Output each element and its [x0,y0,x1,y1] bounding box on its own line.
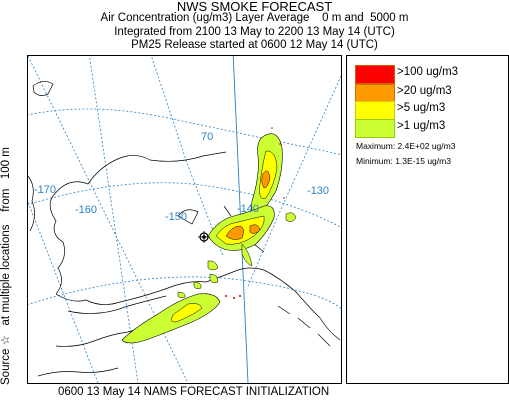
map-panel: 70 -170 -160 -150 -140 -130 [27,55,342,384]
map-title: NWS SMOKE FORECAST [176,0,333,14]
legend-panel: >100 ug/m3 >20 ug/m3 >5 ug/m3 >1 ug/m3 M… [346,55,509,384]
graticule-label-minus160: -160 [75,204,98,216]
subtitle-concentration: Air Concentration (ug/m3) Layer Average … [100,12,409,24]
legend-swatch-gt1 [355,119,395,138]
legend-label-gt20: >20 ug/m3 [397,85,452,97]
graticule [28,56,341,383]
legend-label-gt100: >100 ug/m3 [397,66,459,78]
coastlines [28,81,341,377]
small-fire-dots [225,127,285,299]
map-canvas [28,56,341,383]
subtitle-release: PM25 Release started at 0600 12 May 14 (… [131,39,378,51]
smoke-plume-central [207,205,275,267]
legend-label-gt1: >1 ug/m3 [397,120,446,132]
legend-label-gt5: >5 ug/m3 [397,102,446,114]
maximum-value: Maximum: 2.4E+02 ug/m3 [356,141,456,151]
graticule-label-minus150: -150 [165,211,188,223]
source-star-icon [198,231,210,243]
graticule-label-minus170: -170 [34,184,57,196]
minimum-value: Minimum: 1.3E-15 ug/m3 [356,156,451,166]
subtitle-integration: Integrated from 2100 13 May to 2200 13 M… [114,26,395,38]
graticule-label-70: 70 [201,131,214,143]
smoke-plume-north [251,133,283,217]
smoke-plume-south [121,212,297,344]
source-label: Source ☆ at multiple locations from 100 … [0,147,12,385]
legend-swatch-gt5 [355,101,395,120]
forecast-initialization: 0600 13 May 14 NAMS FORECAST INITIALIZAT… [58,386,330,398]
graticule-label-minus130: -130 [307,185,330,197]
legend-swatch-gt100 [355,65,395,84]
graticule-label-minus140: -140 [237,203,260,215]
